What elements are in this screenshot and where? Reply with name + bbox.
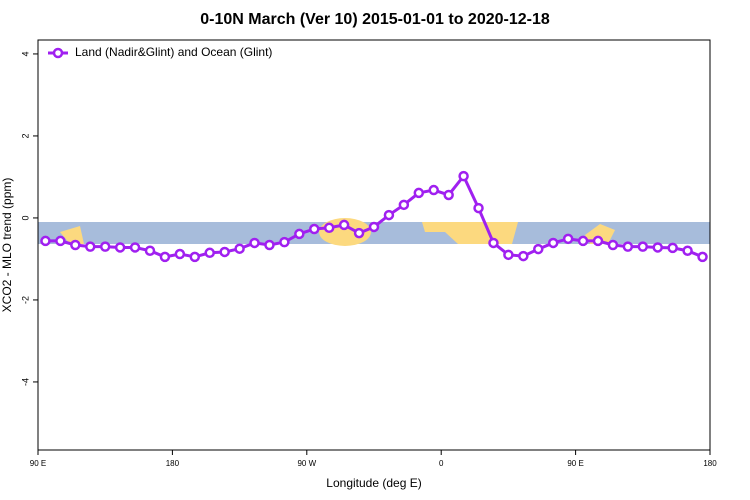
data-point bbox=[562, 233, 574, 245]
data-point bbox=[533, 243, 544, 255]
y-tick-label: 4 bbox=[20, 51, 30, 56]
data-point bbox=[294, 228, 305, 240]
data-point bbox=[443, 189, 454, 201]
data-point bbox=[577, 235, 589, 247]
y-tick-label: 2 bbox=[20, 133, 30, 138]
data-point bbox=[70, 239, 81, 251]
data-point bbox=[488, 237, 499, 249]
data-point bbox=[264, 239, 275, 251]
data-point bbox=[607, 239, 619, 251]
data-point bbox=[652, 242, 663, 253]
data-point bbox=[637, 241, 649, 252]
data-point bbox=[85, 241, 96, 252]
data-point bbox=[309, 223, 320, 235]
data-point bbox=[189, 251, 201, 263]
data-point bbox=[204, 247, 215, 259]
legend-marker bbox=[52, 47, 64, 59]
data-point bbox=[129, 242, 141, 253]
data-point bbox=[144, 245, 156, 256]
x-tick-label: 90 E bbox=[567, 459, 583, 468]
map-land bbox=[60, 226, 84, 244]
chart-title: 0-10N March (Ver 10) 2015-01-01 to 2020-… bbox=[200, 11, 550, 28]
legend-label: Land (Nadir&Glint) and Ocean (Glint) bbox=[75, 45, 272, 59]
data-point bbox=[682, 245, 693, 256]
y-tick-label: -2 bbox=[20, 296, 30, 304]
data-point bbox=[338, 219, 350, 231]
map-ocean bbox=[38, 222, 710, 244]
data-point bbox=[279, 236, 290, 248]
data-point bbox=[323, 222, 335, 234]
data-point bbox=[159, 251, 171, 263]
data-point bbox=[503, 249, 514, 261]
data-point bbox=[473, 202, 484, 214]
data-point bbox=[114, 242, 126, 253]
x-tick-label: 90 W bbox=[297, 459, 316, 468]
data-point bbox=[398, 199, 410, 211]
data-point bbox=[547, 237, 559, 249]
data-point bbox=[249, 237, 260, 249]
data-point bbox=[622, 241, 634, 252]
data-point bbox=[353, 227, 365, 239]
data-point bbox=[458, 170, 469, 182]
data-point bbox=[368, 221, 380, 233]
data-point bbox=[667, 242, 678, 254]
data-point bbox=[99, 241, 111, 252]
data-point bbox=[428, 184, 439, 196]
data-point bbox=[413, 187, 425, 199]
data-point bbox=[40, 235, 51, 247]
x-tick-label: 180 bbox=[703, 459, 717, 468]
data-point bbox=[592, 235, 604, 247]
data-point bbox=[174, 248, 186, 260]
x-tick-label: 0 bbox=[439, 459, 444, 468]
plot-frame bbox=[37, 39, 711, 451]
x-tick-label: 180 bbox=[166, 459, 180, 468]
data-point bbox=[518, 250, 529, 262]
x-axis-label: Longitude (deg E) bbox=[326, 476, 421, 490]
map-land bbox=[585, 224, 615, 244]
data-point bbox=[219, 246, 230, 258]
data-point bbox=[234, 243, 245, 254]
data-point bbox=[383, 209, 395, 221]
y-tick-label: 0 bbox=[20, 215, 30, 220]
y-tick-label: -4 bbox=[20, 378, 30, 386]
data-point bbox=[55, 235, 66, 247]
y-axis-label: XCO2 - MLO trend (ppm) bbox=[0, 178, 14, 313]
series-line bbox=[45, 173, 704, 259]
x-tick-label: 90 E bbox=[30, 459, 46, 468]
data-point bbox=[697, 251, 708, 263]
